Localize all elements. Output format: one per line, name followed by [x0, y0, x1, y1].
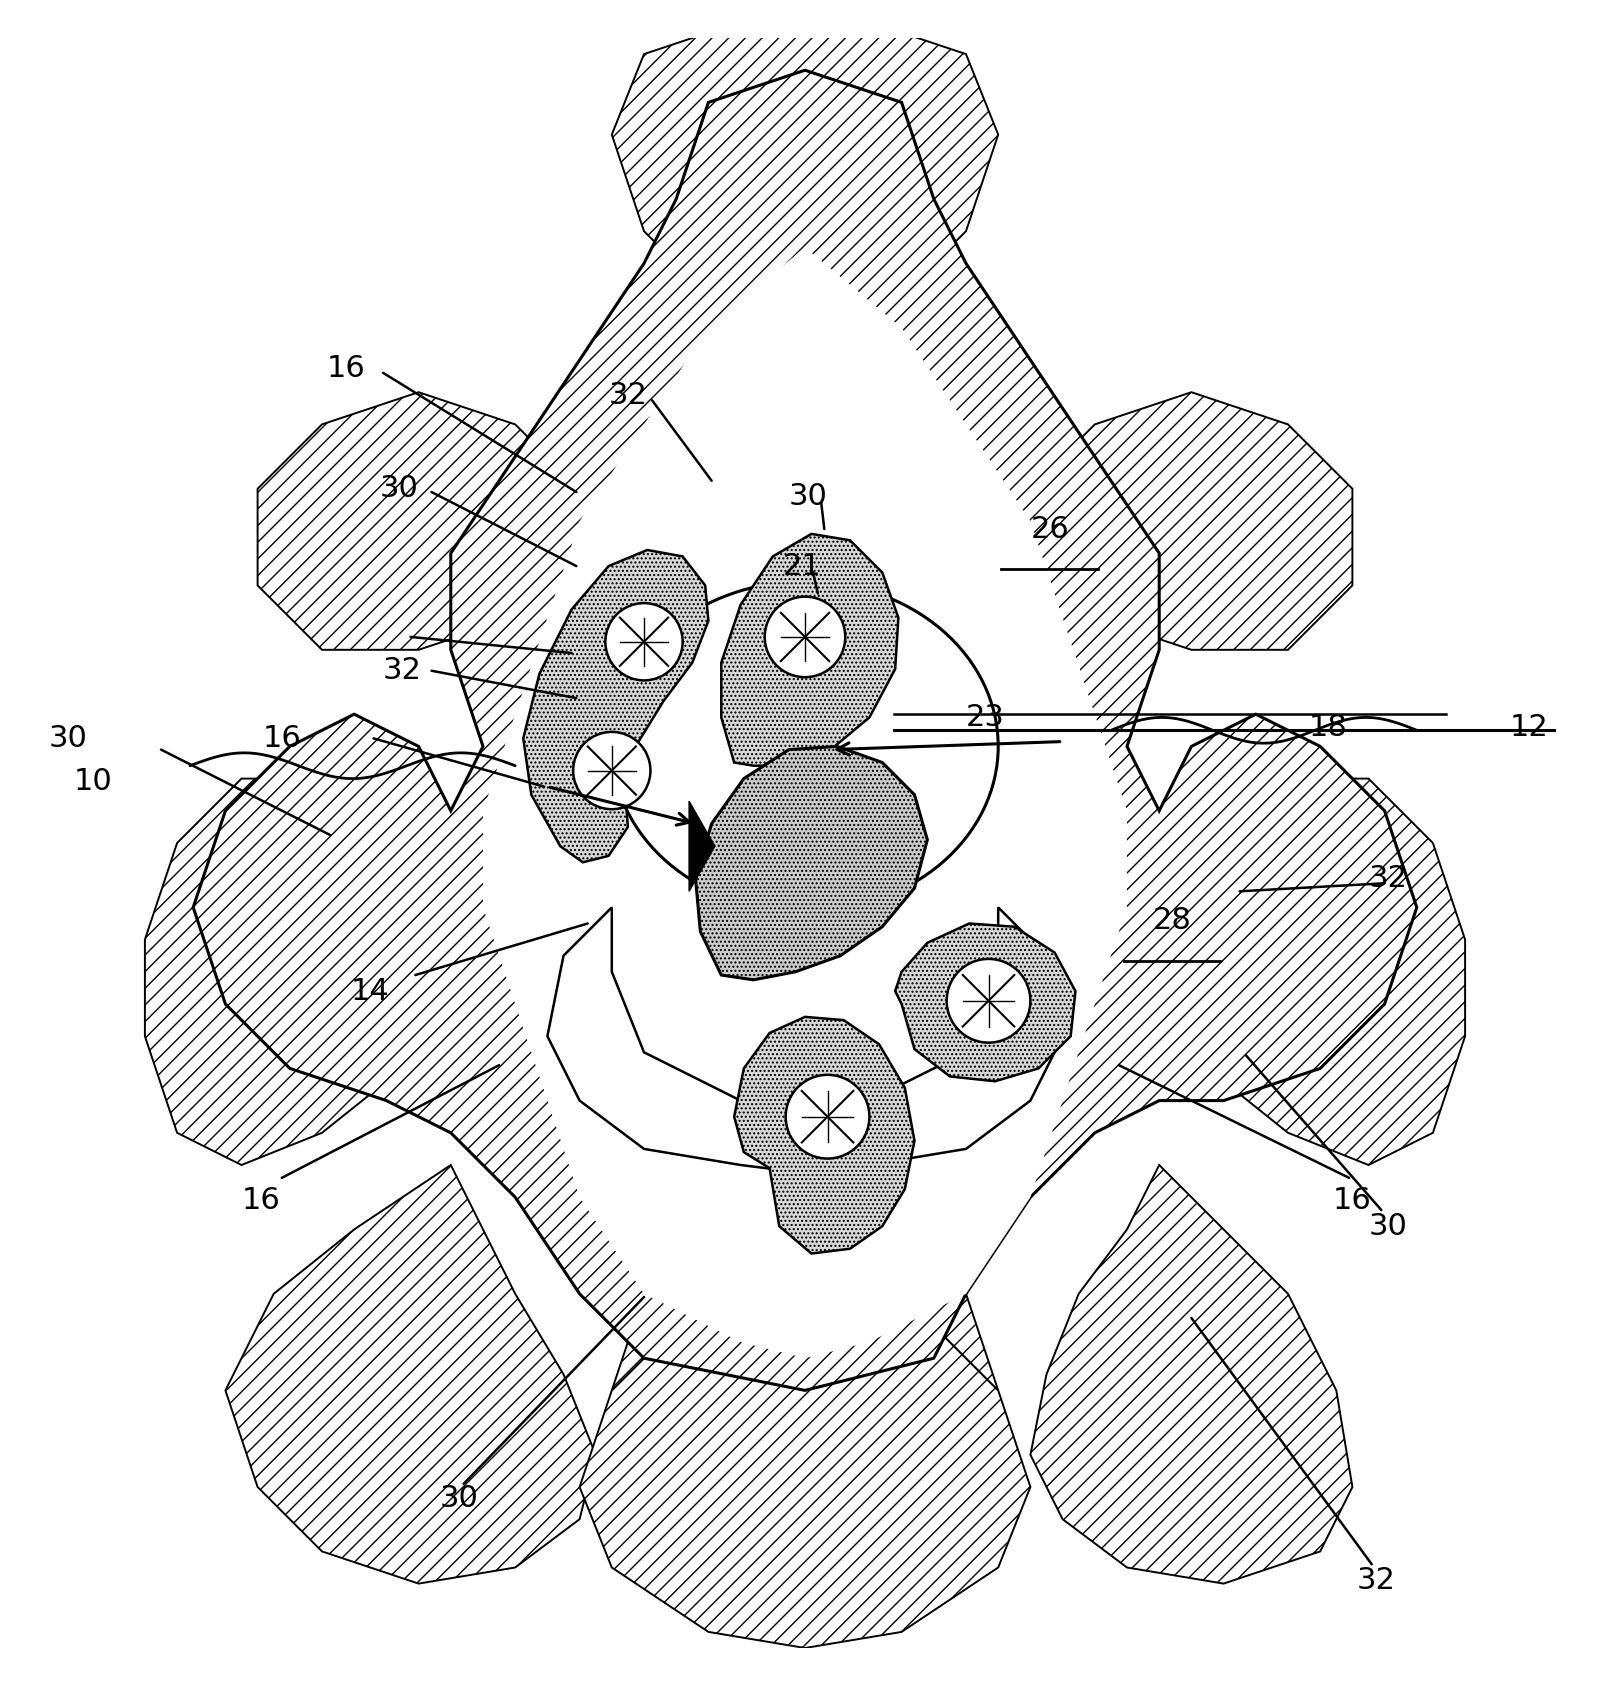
Text: 23: 23	[966, 703, 1005, 732]
Text: 30: 30	[48, 723, 87, 754]
Polygon shape	[895, 924, 1075, 1081]
Text: 32: 32	[1368, 863, 1407, 894]
Polygon shape	[1030, 1165, 1352, 1583]
Circle shape	[605, 604, 683, 681]
Polygon shape	[483, 248, 1127, 1359]
Polygon shape	[696, 747, 927, 980]
Text: 21: 21	[782, 551, 821, 580]
Text: 16: 16	[262, 723, 301, 754]
Polygon shape	[612, 5, 998, 327]
Text: 12: 12	[1510, 713, 1549, 742]
Text: 32: 32	[1357, 1566, 1396, 1595]
Text: 30: 30	[380, 474, 419, 504]
Text: 32: 32	[383, 656, 422, 685]
Polygon shape	[1030, 393, 1352, 649]
Polygon shape	[612, 1165, 998, 1391]
Polygon shape	[689, 801, 715, 892]
Polygon shape	[721, 534, 898, 765]
Polygon shape	[225, 1165, 596, 1583]
Polygon shape	[805, 907, 1063, 1173]
Polygon shape	[547, 907, 805, 1173]
Circle shape	[786, 1076, 869, 1158]
Text: 16: 16	[1333, 1185, 1372, 1216]
Circle shape	[765, 597, 845, 678]
Text: 30: 30	[789, 482, 828, 511]
Polygon shape	[523, 550, 708, 862]
Text: 28: 28	[1153, 905, 1191, 934]
Circle shape	[573, 732, 650, 809]
Polygon shape	[1191, 779, 1465, 1165]
Text: 32: 32	[609, 381, 647, 410]
Text: 18: 18	[1309, 713, 1348, 742]
Text: 14: 14	[351, 976, 390, 1005]
Text: 10: 10	[74, 767, 113, 796]
Polygon shape	[193, 71, 1417, 1391]
Text: 16: 16	[327, 354, 365, 383]
Ellipse shape	[612, 582, 998, 912]
Text: 16: 16	[242, 1185, 280, 1216]
Polygon shape	[258, 393, 580, 649]
Polygon shape	[734, 1017, 914, 1254]
Text: 30: 30	[1368, 1212, 1407, 1241]
Polygon shape	[145, 779, 419, 1165]
Text: 30: 30	[440, 1484, 478, 1512]
Circle shape	[947, 959, 1030, 1042]
Text: 26: 26	[1030, 514, 1069, 543]
Polygon shape	[580, 1278, 1030, 1647]
